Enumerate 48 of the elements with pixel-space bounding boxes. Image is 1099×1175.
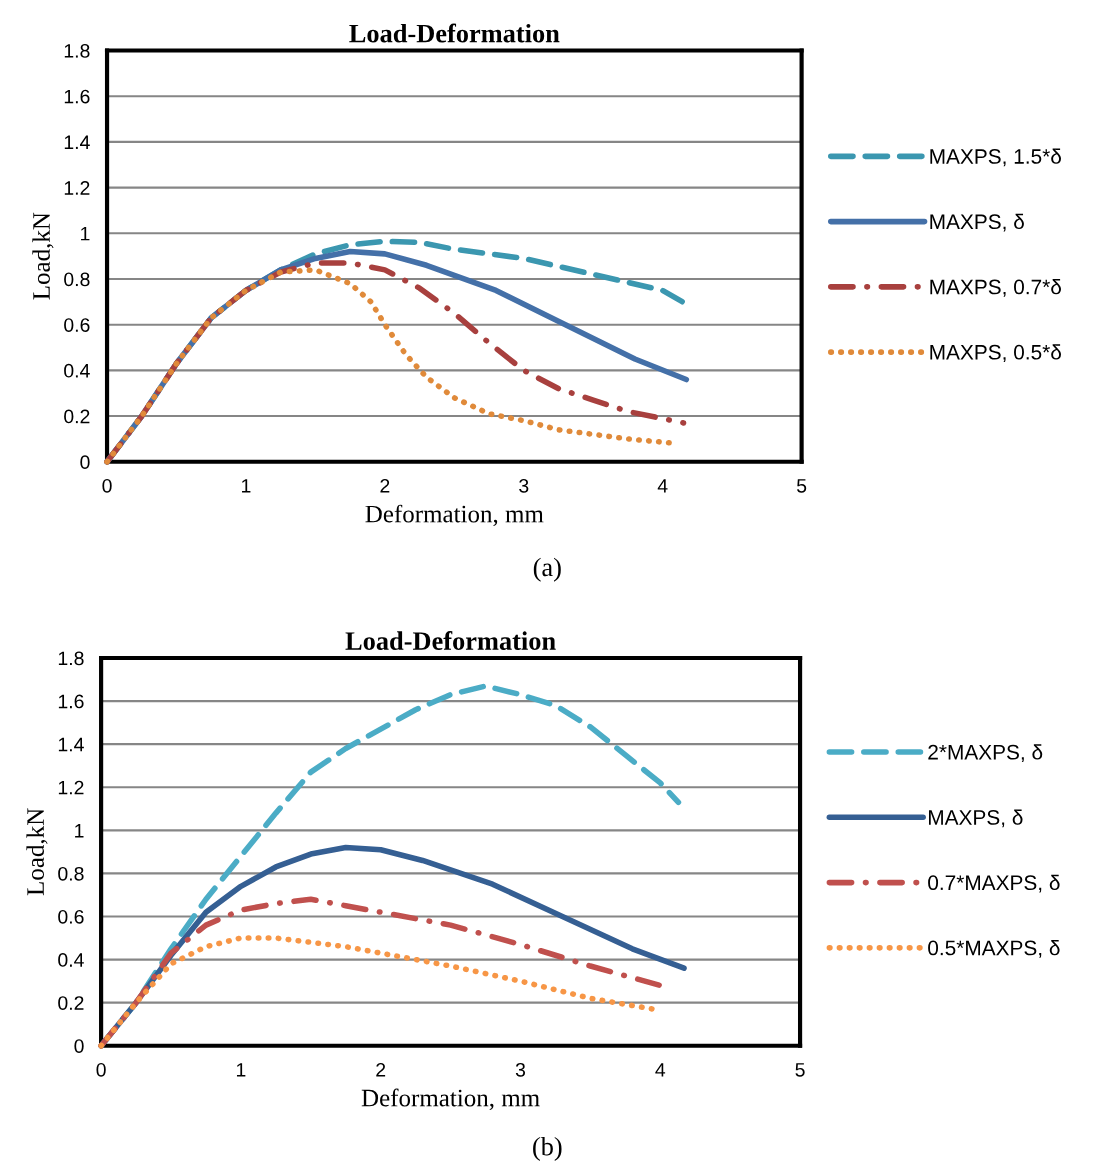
y-tick-label: 0.2 [58, 996, 84, 1010]
legend-label: MAXPS, 0.5*δ [930, 344, 1061, 363]
x-tick-label: 4 [657, 479, 668, 493]
legend-label: MAXPS, δ [929, 809, 1023, 828]
y-axis-title: Load,kN [32, 212, 54, 300]
legend-label: 0.5*MAXPS, δ [928, 940, 1060, 958]
y-tick-label: 1.8 [58, 651, 84, 666]
y-tick-label: 1.2 [58, 780, 84, 795]
y-tick-label: 0 [80, 455, 90, 470]
text: (b) [533, 1136, 562, 1161]
y-axis-title: Load,kN [26, 808, 48, 896]
x-tick-label: 2 [380, 478, 390, 493]
y-tick-label: 1.4 [64, 135, 90, 149]
x-tick-label: 0 [102, 478, 112, 493]
legend-label: MAXPS, 0.7*δ [930, 279, 1061, 297]
y-tick-label: 1 [75, 824, 84, 838]
x-tick-label: 5 [796, 479, 807, 493]
x-axis-title: Deformation, mm [365, 504, 544, 527]
chart-title: Load-Deformation [349, 23, 560, 43]
y-tick-label: 1.6 [58, 694, 84, 709]
chart-title: Load-Deformation [345, 631, 556, 650]
x-tick-label: 1 [242, 479, 251, 493]
y-tick-label: 0.6 [64, 318, 90, 332]
y-tick-label: 0.4 [64, 363, 90, 378]
legend-label: 2*MAXPS, δ [928, 744, 1043, 763]
x-tick-label: 2 [376, 1062, 386, 1077]
y-tick-label: 0 [74, 1039, 84, 1053]
y-tick-label: 0.2 [64, 409, 90, 424]
x-tick-label: 5 [795, 1063, 805, 1077]
x-axis-title: Deformation, mm [361, 1088, 540, 1111]
legend-label: MAXPS, δ [930, 213, 1024, 232]
y-tick-label: 0.4 [58, 953, 84, 967]
x-tick-label: 1 [236, 1063, 246, 1077]
x-tick-label: 0 [96, 1062, 106, 1077]
y-tick-label: 0.8 [64, 272, 90, 287]
y-tick-label: 1.6 [64, 89, 90, 104]
y-tick-label: 0.8 [58, 866, 84, 881]
y-tick-label: 1.4 [58, 737, 84, 752]
y-tick-label: 0.6 [58, 909, 84, 924]
x-tick-label: 3 [519, 478, 529, 493]
x-tick-label: 3 [515, 1062, 526, 1077]
x-tick-label: 4 [655, 1063, 666, 1077]
y-tick-label: 1.8 [64, 43, 90, 58]
text: (a) [533, 557, 561, 582]
legend-label: MAXPS, 1.5*δ [930, 148, 1061, 167]
legend-label: 0.7*MAXPS, δ [928, 874, 1060, 893]
y-tick-label: 1.2 [64, 181, 90, 195]
y-tick-label: 1 [81, 226, 90, 241]
